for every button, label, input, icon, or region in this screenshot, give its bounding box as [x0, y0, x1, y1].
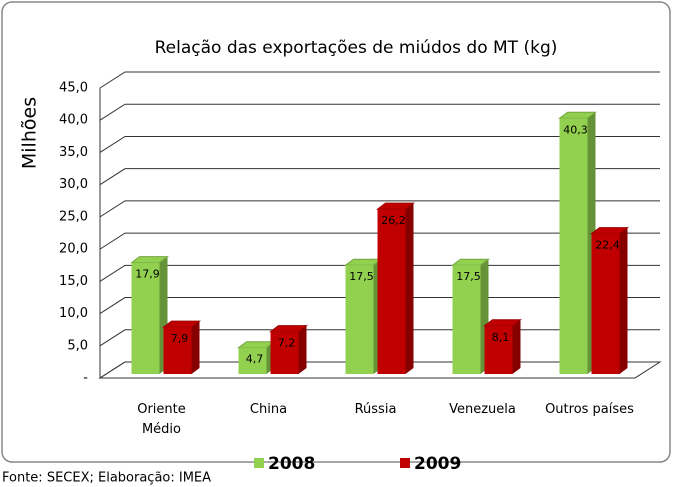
bar-side [298, 325, 307, 374]
y-tick-label: 25,0 [59, 209, 88, 224]
bar [559, 118, 588, 375]
value-label: 17,9 [135, 268, 160, 281]
legend-label: 2009 [414, 454, 461, 474]
y-tick-label: 35,0 [59, 145, 88, 160]
bar [377, 209, 406, 374]
bar [131, 262, 160, 374]
bar [452, 265, 481, 374]
legend-swatch [254, 458, 264, 468]
bar-side [405, 203, 414, 374]
legend-swatch [400, 458, 410, 468]
value-label: 17,5 [456, 270, 481, 283]
bar-side [619, 227, 628, 374]
y-axis-title: Milhões [19, 97, 41, 169]
bar [591, 233, 620, 374]
bar [484, 325, 513, 374]
y-tick-label: - [83, 371, 88, 386]
bar-side [512, 319, 521, 374]
y-tick-label: 30,0 [59, 177, 88, 192]
x-tick-label: Rússia [354, 402, 397, 417]
chart-title: Relação das exportações de miúdos do MT … [155, 38, 558, 58]
grid-line [99, 232, 660, 250]
x-tick-label: Venezuela [449, 402, 516, 417]
value-label: 4,7 [246, 353, 264, 366]
bar [238, 347, 267, 374]
y-tick-label: 45,0 [59, 81, 88, 96]
bar [163, 327, 192, 374]
grid-line [99, 168, 660, 186]
value-label: 22,4 [595, 239, 620, 252]
x-tick-label: China [249, 402, 288, 417]
value-label: 26,2 [381, 214, 406, 227]
y-tick-label: 10,0 [59, 306, 88, 321]
bar [270, 331, 299, 374]
y-tick-label: 5,0 [67, 338, 88, 353]
value-label: 7,2 [278, 337, 296, 350]
value-label: 8,1 [492, 331, 510, 344]
bar-side [191, 321, 200, 374]
grid-line [99, 71, 660, 89]
y-tick-label: 15,0 [59, 274, 88, 289]
grid-line [99, 135, 660, 153]
value-label: 40,3 [563, 123, 588, 136]
y-tick-label: 20,0 [59, 242, 88, 257]
source: Fonte: SECEX; Elaboração: IMEA [2, 471, 211, 486]
value-label: 17,5 [349, 270, 374, 283]
value-label: 7,9 [171, 332, 189, 345]
bar [345, 265, 374, 374]
grid-line [99, 103, 660, 121]
grid-line [99, 200, 660, 218]
x-tick-label: Outros países [545, 402, 634, 417]
y-tick-label: 40,0 [59, 113, 88, 128]
x-tick-label: Oriente Médio [137, 402, 186, 437]
legend-label: 2008 [268, 454, 315, 474]
